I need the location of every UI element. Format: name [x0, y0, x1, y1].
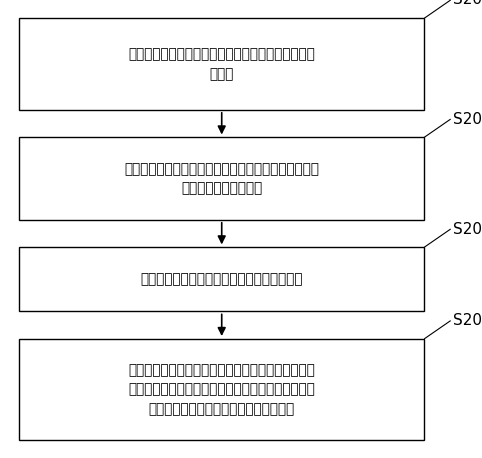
- Text: S203: S203: [453, 222, 482, 236]
- Bar: [19, 137, 424, 220]
- Bar: [19, 18, 424, 110]
- Text: 通过示踪物回收装置回收产品中的磁性示踪物: 通过示踪物回收装置回收产品中的磁性示踪物: [140, 273, 303, 286]
- Text: S202: S202: [453, 112, 482, 126]
- Bar: [19, 339, 424, 440]
- Text: 通过示踪物分发收纳箱将磁性示踪物均匀分发至分选
设备中: 通过示踪物分发收纳箱将磁性示踪物均匀分发至分选 设备中: [128, 47, 315, 81]
- Bar: [19, 247, 424, 311]
- Text: 通过分选设备对混合了磁性示踪物的待分选物料进行分
选，得到至少一类产品: 通过分选设备对混合了磁性示踪物的待分选物料进行分 选，得到至少一类产品: [124, 162, 319, 196]
- Text: 在获取分选得到的每类产品对应的示踪物回收装置中
磁性示踪物的密度和粒度后，将示踪物回收装置中回
收的磁性示踪物返回至示踪物分发收纳箱: 在获取分选得到的每类产品对应的示踪物回收装置中 磁性示踪物的密度和粒度后，将示踪…: [128, 363, 315, 416]
- Text: S204: S204: [453, 313, 482, 328]
- Text: S201: S201: [453, 0, 482, 7]
